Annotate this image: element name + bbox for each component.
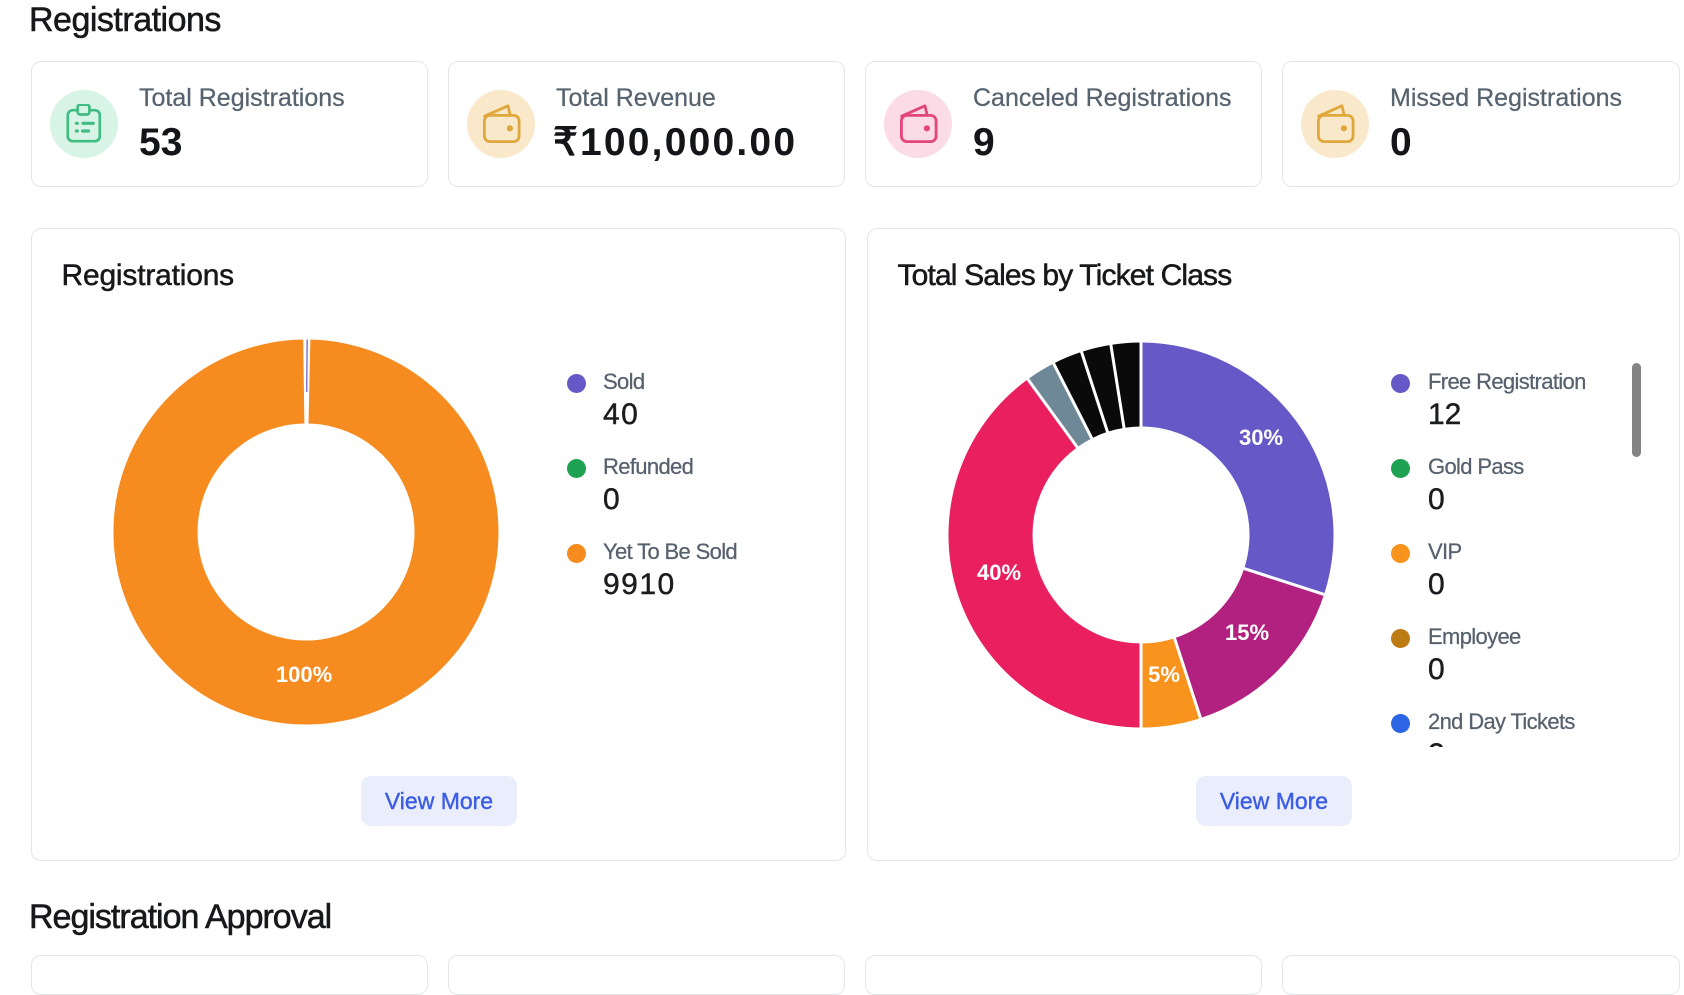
svg-text:100%: 100% [276,662,332,687]
